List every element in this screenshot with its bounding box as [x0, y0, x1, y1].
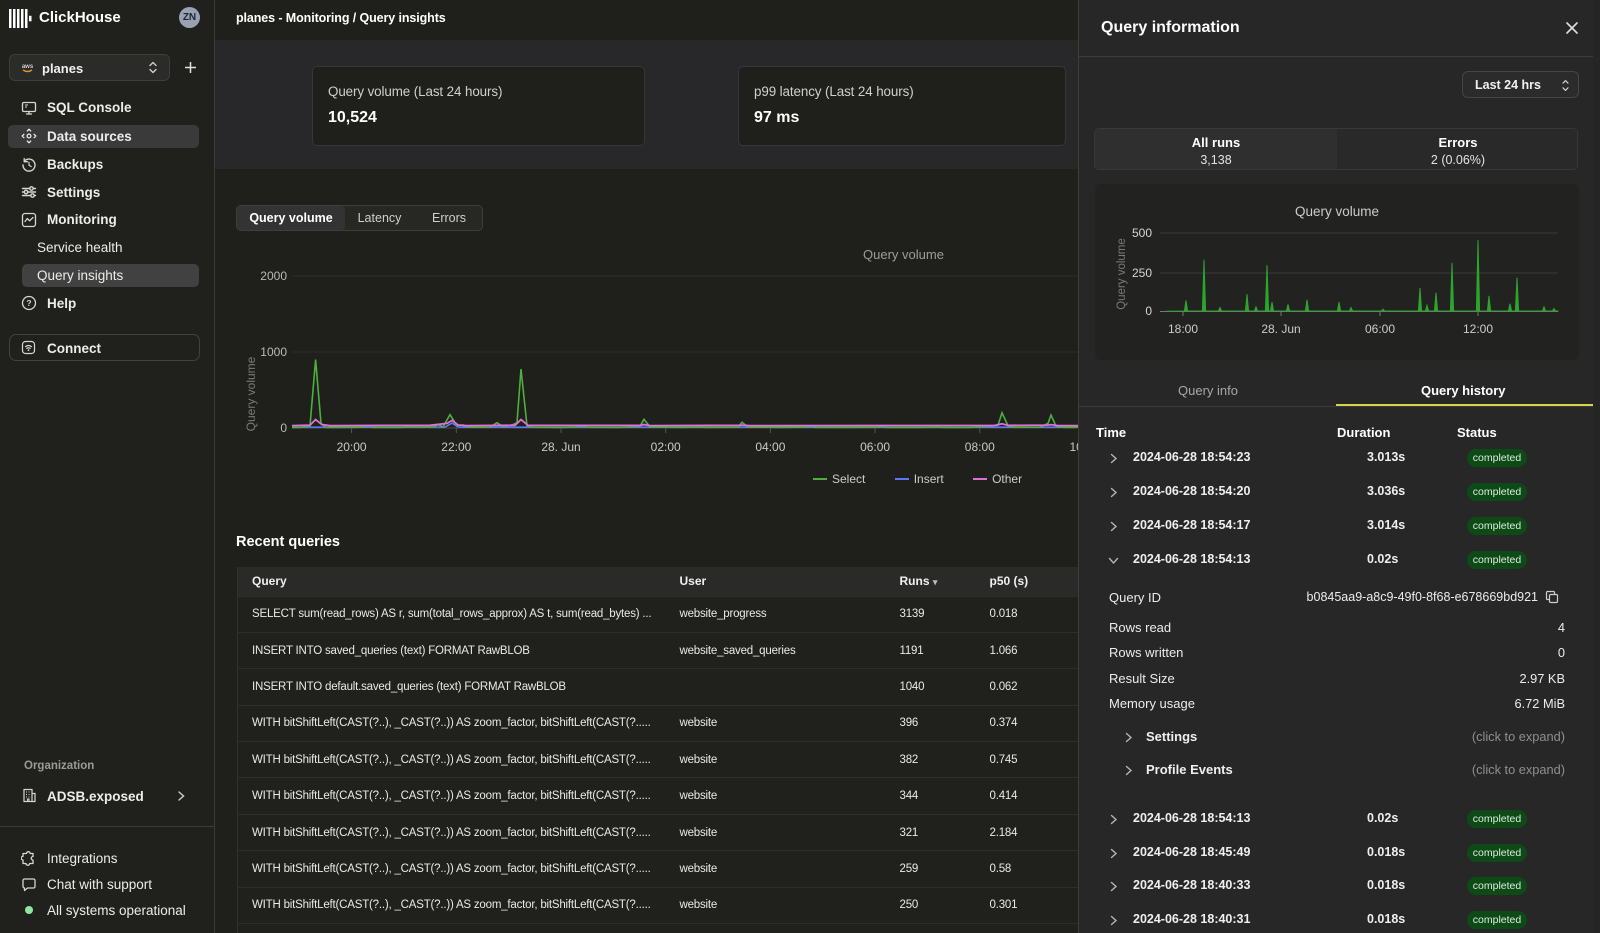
svg-text:12:00: 12:00 [1463, 322, 1493, 336]
svg-text:Query volume: Query volume [245, 356, 258, 431]
svg-text:02:00: 02:00 [651, 440, 681, 454]
svg-text:10:00: 10:00 [1069, 440, 1078, 454]
svg-text:aws: aws [22, 64, 34, 70]
svg-text:04:00: 04:00 [755, 440, 785, 454]
svg-text:18:00: 18:00 [1168, 322, 1198, 336]
svg-text:20:00: 20:00 [337, 440, 367, 454]
svg-text:22:00: 22:00 [441, 440, 471, 454]
svg-text:06:00: 06:00 [1365, 322, 1395, 336]
svg-text:08:00: 08:00 [965, 440, 995, 454]
svg-text:1000: 1000 [260, 345, 287, 359]
svg-text:250: 250 [1132, 266, 1152, 280]
svg-text:0: 0 [1145, 304, 1152, 318]
svg-text:Query volume: Query volume [1116, 238, 1128, 310]
svg-text:0: 0 [280, 421, 287, 435]
svg-text:06:00: 06:00 [860, 440, 890, 454]
svg-text:28. Jun: 28. Jun [541, 440, 580, 454]
svg-text:500: 500 [1132, 226, 1152, 240]
svg-text:2000: 2000 [260, 269, 287, 283]
svg-text:28. Jun: 28. Jun [1261, 322, 1300, 336]
svg-text:?: ? [26, 298, 31, 308]
